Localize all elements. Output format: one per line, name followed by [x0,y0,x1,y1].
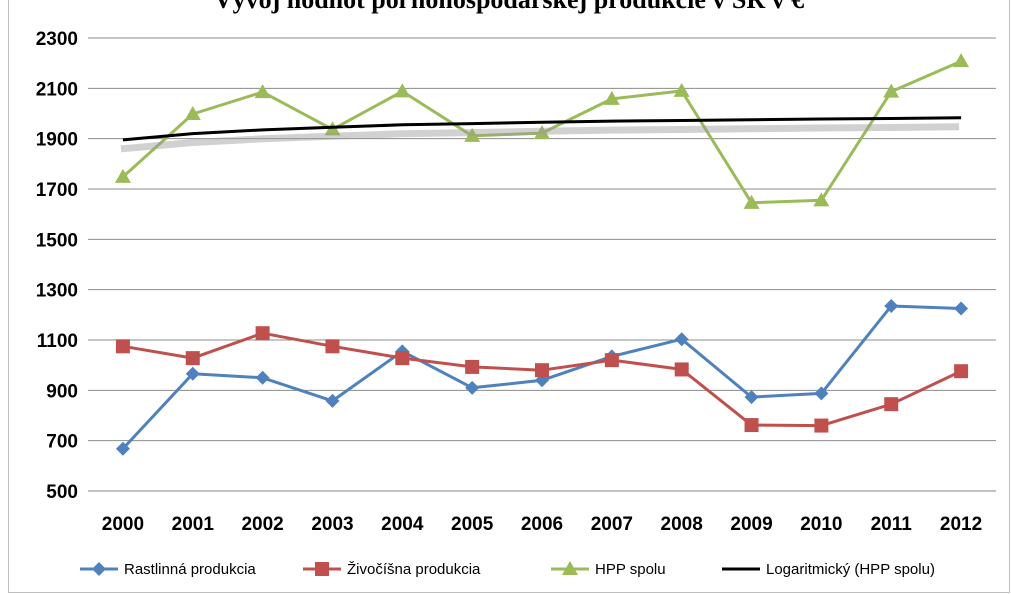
y-tick-label: 2100 [36,79,78,100]
chart-frame: Vývoj hodnôt poľnohospodárskej produkcie… [8,0,1010,593]
x-tick-label: 2004 [381,514,424,535]
legend-marker [92,562,106,576]
x-tick-label: 2010 [800,514,842,535]
y-tick-label: 1100 [37,331,78,352]
series-2 [114,53,970,209]
data-point [395,351,410,366]
data-point [534,125,550,140]
data-point [814,418,829,433]
series-group [114,53,970,456]
trendline-line [122,116,962,142]
series-3 [120,116,962,153]
data-point [464,127,481,142]
x-tick-label: 2012 [940,514,982,535]
data-point [184,106,201,121]
series-0 [115,299,969,456]
x-tick-label: 2011 [871,514,913,535]
data-point [673,82,690,97]
x-tick-label: 2001 [172,514,215,535]
data-point [884,397,899,412]
y-tick-label: 500 [46,482,78,503]
legend-label: HPP spolu [595,561,666,578]
x-tick-label: 2007 [591,514,633,535]
data-point [884,299,899,314]
legend: Rastlinná produkcia Živočíšna produkcia HP… [80,561,935,578]
x-tick-label: 2009 [730,514,772,535]
legend-label: Živočíšna produkcia [347,561,481,578]
data-point [394,83,411,98]
data-point [743,194,760,209]
legend-marker [562,561,578,575]
axes: 500 700 900 1100 1300 1500 1700 1900 2100 2300 200… [36,29,982,535]
data-point [744,418,759,433]
data-point [954,364,969,379]
data-point [883,83,900,98]
data-point [674,332,689,347]
data-point [465,359,480,374]
data-point [185,351,200,366]
data-point [325,339,340,354]
legend-item-1: Živočíšna produkcia [303,561,481,578]
data-point [185,366,200,381]
data-point [114,168,131,183]
data-point [535,363,549,378]
x-tick-label: 2002 [241,514,283,535]
data-point [254,84,271,99]
y-tick-label: 1300 [36,281,78,302]
x-tick-label: 2006 [521,514,563,535]
x-tick-label: 2003 [311,514,353,535]
gridlines [88,37,996,492]
data-point [813,192,830,207]
data-point [814,386,829,401]
data-point [744,390,759,405]
legend-label: Rastlinná produkcia [124,561,256,578]
y-tick-label: 700 [46,432,78,453]
data-point [465,380,480,395]
x-tick-label: 2008 [661,514,703,535]
legend-item-0: Rastlinná produkcia [80,561,256,578]
y-tick-label: 1900 [36,130,78,151]
y-tick-label: 900 [46,381,78,402]
data-point [255,326,270,341]
legend-marker [315,562,329,576]
data-point [255,370,270,385]
x-tick-label: 2000 [102,514,144,535]
x-tick-label: 2005 [451,514,494,535]
data-point [604,353,619,368]
legend-item-3: Logaritmický (HPP spolu) [722,561,935,578]
chart-title: Vývoj hodnôt poľnohospodárskej produkcie… [9,0,1009,15]
data-point [954,301,969,316]
series-1 [115,326,969,433]
legend-item-2: HPP spolu [551,561,666,578]
data-point [115,339,130,354]
data-point [953,53,970,68]
data-point [603,90,620,105]
y-tick-label: 2300 [36,29,78,50]
y-tick-label: 1500 [36,230,78,251]
data-point [115,441,130,456]
y-tick-label: 1700 [36,180,78,201]
legend-label: Logaritmický (HPP spolu) [766,561,935,578]
data-point [325,393,340,408]
trendline-shadow [120,123,960,153]
data-point [674,362,689,377]
